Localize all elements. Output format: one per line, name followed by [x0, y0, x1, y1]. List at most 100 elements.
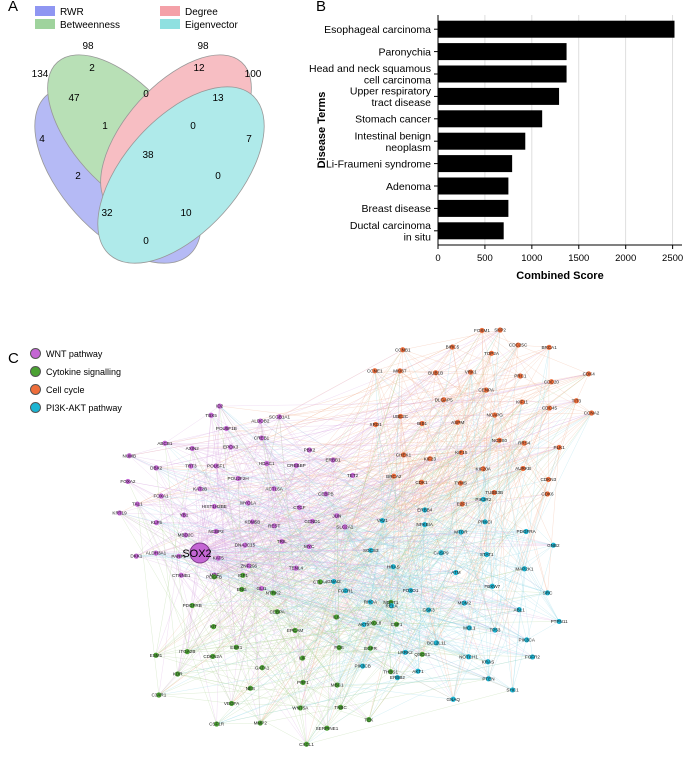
- network-node: [276, 414, 283, 420]
- network-edge: [309, 449, 560, 622]
- network-edge: [155, 552, 369, 720]
- network-node: [479, 327, 485, 334]
- network-edge: [512, 347, 550, 690]
- network-node-label: DKK1: [130, 554, 142, 559]
- network-node: [337, 704, 344, 710]
- network-node: [418, 479, 425, 485]
- network-edge: [494, 400, 577, 631]
- network-edge: [302, 401, 523, 683]
- network-edge: [261, 459, 334, 668]
- network-node-label: NCBP2: [208, 529, 224, 534]
- network-node-label: BUB1B: [428, 370, 443, 375]
- network-edge: [119, 512, 304, 683]
- network-edge: [296, 465, 394, 567]
- network-edge: [164, 443, 201, 554]
- category-label: in situ: [404, 231, 432, 243]
- network-edge: [214, 576, 337, 618]
- network-node-label: RHOA: [364, 600, 378, 605]
- network-edge: [177, 420, 261, 675]
- network-node: [548, 379, 555, 385]
- network-edge: [494, 414, 513, 690]
- network-edge: [158, 554, 487, 696]
- network-edge: [155, 552, 489, 662]
- network-node-label: TUBB3B: [485, 490, 503, 495]
- network-node: [485, 676, 492, 682]
- network-node: [188, 463, 194, 469]
- network-edge: [487, 479, 549, 662]
- network-node: [468, 369, 474, 375]
- network-edge: [363, 503, 463, 625]
- network-edge: [199, 447, 560, 554]
- network-node: [213, 463, 219, 469]
- network-edge: [164, 405, 220, 444]
- network-edge: [199, 550, 371, 554]
- network-node-label: KDM5B: [244, 519, 260, 524]
- network-node: [324, 725, 330, 731]
- network-edge: [452, 346, 487, 555]
- network-node-label: PDGFB: [206, 574, 222, 579]
- network-node-label: CTLA4: [313, 579, 328, 584]
- venn-region-deg-eig: 13: [212, 93, 224, 104]
- network-node-label: MDM2: [458, 601, 472, 606]
- network-edge: [494, 414, 548, 495]
- network-node: [544, 491, 551, 497]
- network-node: [235, 475, 241, 482]
- venn-region-all-four: 38: [142, 150, 154, 161]
- network-node: [274, 609, 280, 615]
- network-edge: [488, 447, 560, 679]
- network-node: [342, 524, 348, 530]
- network-edge: [375, 424, 398, 678]
- network-node-label: EPCAM: [287, 628, 304, 633]
- network-node-label: CHEK1: [396, 452, 412, 457]
- network-edge: [155, 442, 525, 554]
- network-edge: [266, 463, 363, 667]
- x-tick-label: 1000: [521, 253, 542, 264]
- network-edge: [494, 629, 527, 641]
- network-edge: [402, 349, 496, 631]
- network-node-label: NFKBIA: [416, 522, 434, 527]
- network-node: [390, 564, 396, 570]
- network-edge: [262, 554, 487, 668]
- network-node-label: EGFR: [364, 646, 377, 651]
- network-node: [156, 692, 162, 698]
- network-node: [397, 413, 404, 419]
- network-edge: [424, 509, 560, 622]
- network-edge: [422, 531, 527, 655]
- network-node-label: TRIL: [277, 539, 287, 544]
- category-label: Intestinal benign: [355, 130, 432, 142]
- network-edge: [199, 347, 550, 554]
- network-edge: [192, 448, 463, 505]
- network-node: [292, 627, 298, 633]
- network-node-label: SCGB1A1: [269, 414, 291, 419]
- network-edge: [302, 665, 363, 683]
- network-edge: [279, 416, 371, 551]
- network-node-label: CCNB1: [395, 347, 411, 352]
- network-node-label: PARP1: [171, 554, 186, 559]
- network-node-label: AURKB: [515, 466, 531, 471]
- network-node: [134, 501, 140, 507]
- venn-region-rwr-deg: 2: [75, 171, 81, 182]
- network-edge: [156, 522, 364, 625]
- category-label: Stomach cancer: [355, 114, 431, 126]
- network-edge: [382, 520, 391, 672]
- network-node: [419, 420, 425, 427]
- network-node-label: POU5F1B: [216, 426, 237, 431]
- network-edge: [276, 611, 370, 720]
- network-edge: [274, 412, 592, 526]
- network-edge: [192, 590, 346, 606]
- network-edge: [428, 389, 487, 611]
- network-edge: [344, 526, 469, 657]
- network-node: [461, 600, 467, 606]
- network-edge: [155, 552, 493, 587]
- network-graph: NCAPG ASPM CENPA NCBS0 DLGAP5 KIF11 KIF15 VRK1 R…: [112, 327, 600, 747]
- network-node: [458, 529, 464, 535]
- network-edge: [279, 416, 454, 700]
- network-edge: [155, 655, 263, 668]
- network-node-label: TBX5: [205, 413, 217, 418]
- bar-chart: Esophageal carcinoma Paronychia Head and n…: [309, 15, 683, 282]
- network-edge: [337, 678, 489, 686]
- network-edge: [483, 499, 560, 622]
- category-label: cell carcinoma: [364, 75, 431, 87]
- network-node-label: ERBB4: [417, 508, 433, 513]
- network-edge: [127, 481, 232, 704]
